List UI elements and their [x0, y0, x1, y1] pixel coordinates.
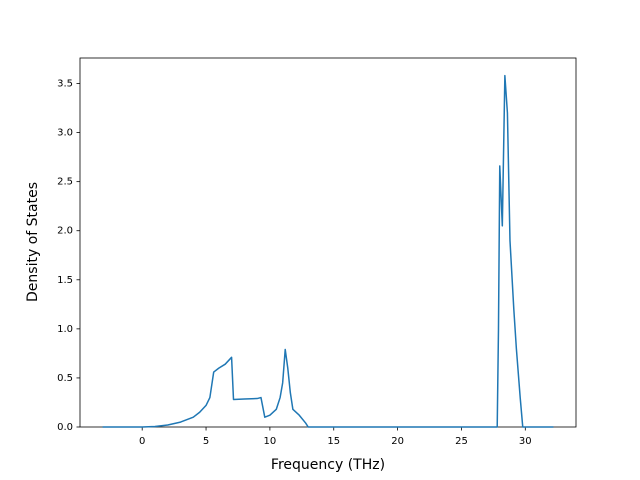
y-tick-label: 3.0	[57, 128, 73, 139]
data-line	[102, 74, 554, 428]
y-tick-label: 1.0	[57, 324, 73, 335]
x-tick-label: 15	[327, 436, 340, 447]
y-tick-label: 0.0	[57, 422, 73, 433]
y-axis-label: Density of States	[25, 182, 41, 302]
y-tick-label: 0.5	[57, 373, 73, 384]
x-axis-label: Frequency (THz)	[271, 457, 385, 473]
x-tick-label: 20	[391, 436, 404, 447]
x-tick-label: 10	[264, 436, 277, 447]
y-tick-label: 1.5	[57, 275, 73, 286]
x-tick-label: 5	[203, 436, 209, 447]
y-tick-label: 2.5	[57, 177, 73, 188]
x-tick-label: 0	[139, 436, 145, 447]
plot-frame	[79, 57, 577, 428]
y-tick-label: 2.0	[57, 226, 73, 237]
x-tick-label: 30	[519, 436, 532, 447]
y-tick-label: 3.5	[57, 79, 73, 90]
x-tick-label: 25	[455, 436, 468, 447]
